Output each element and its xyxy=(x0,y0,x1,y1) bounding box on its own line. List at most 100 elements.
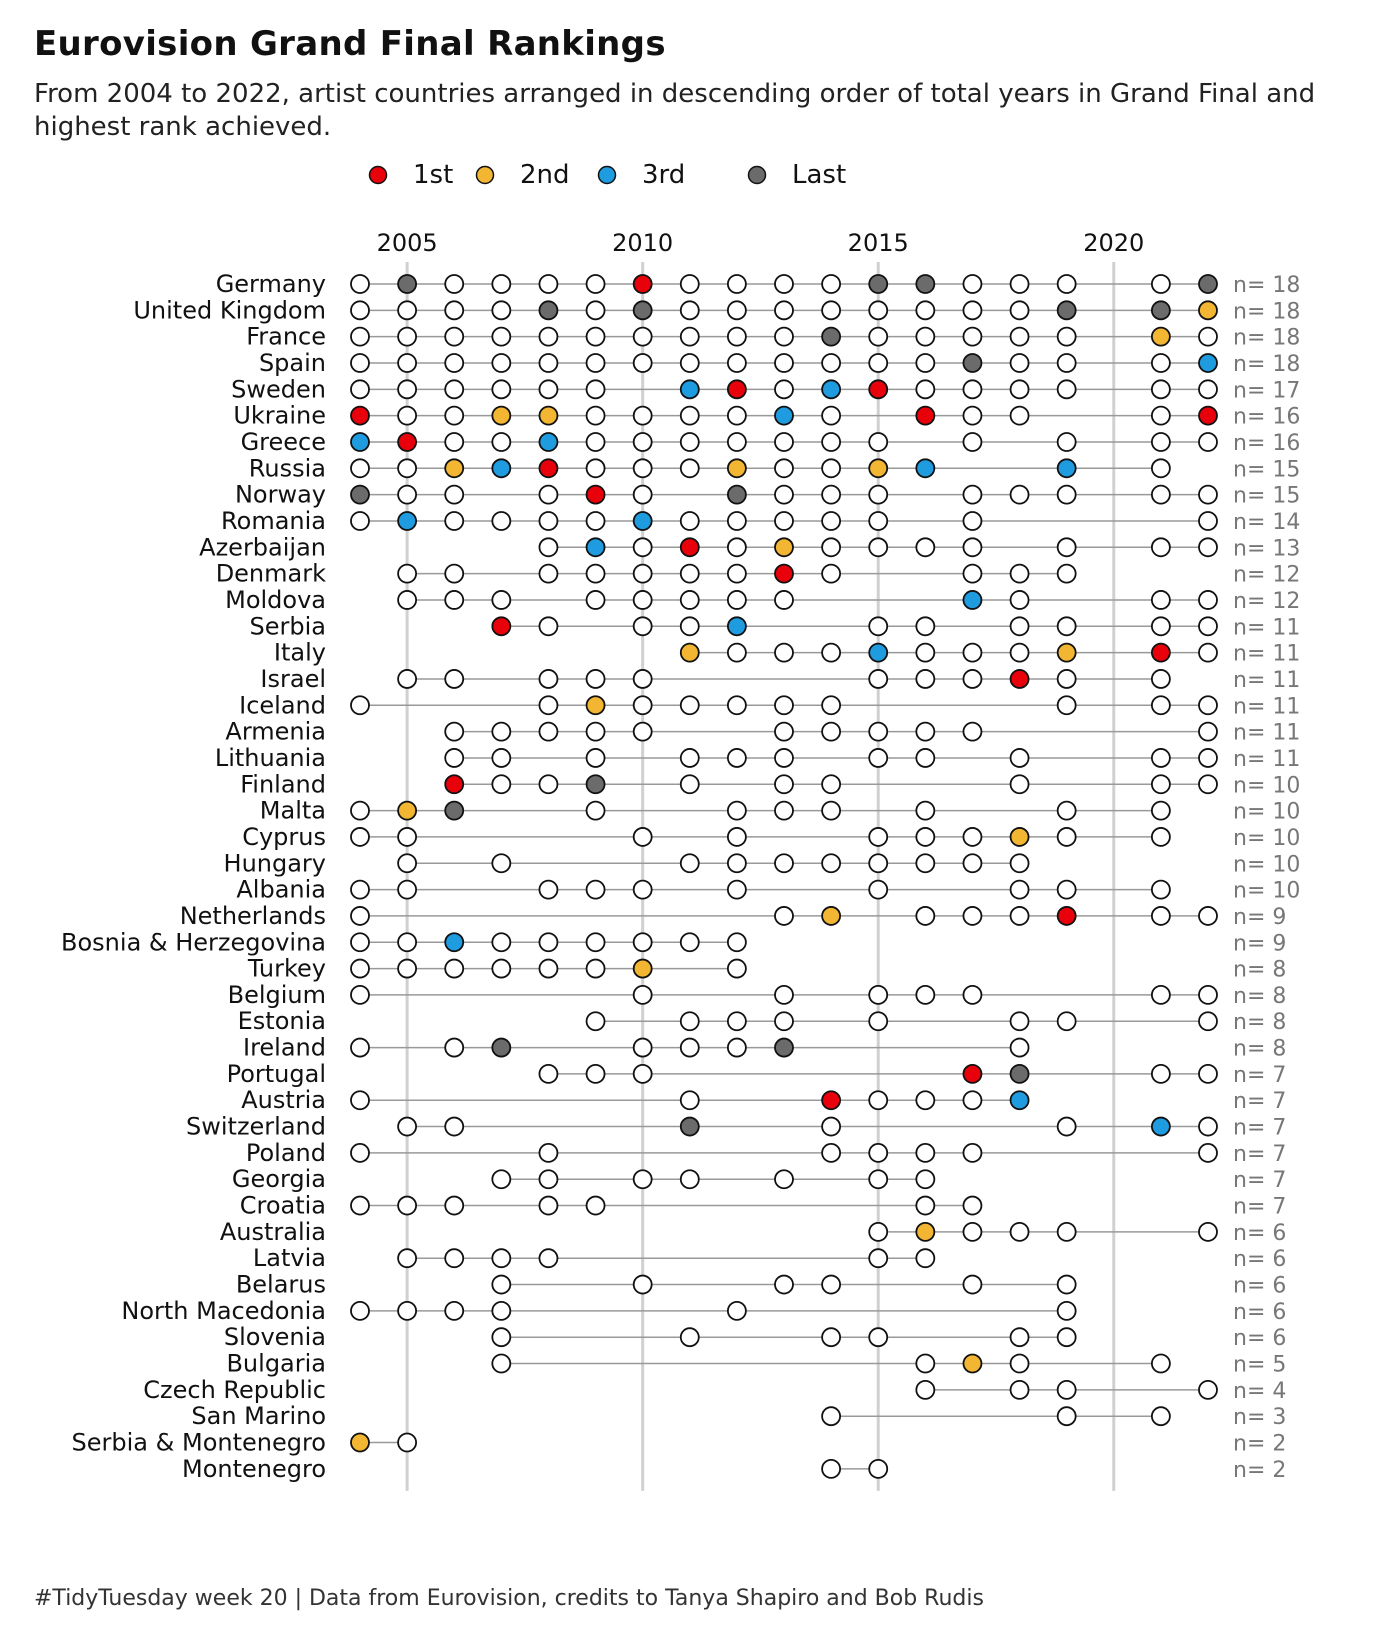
year-point xyxy=(1150,1064,1171,1084)
count-label: n= 4 xyxy=(1233,1379,1286,1404)
count-label: n= 6 xyxy=(1233,1326,1286,1351)
country-row: Cyprus n= 10 xyxy=(242,823,1300,851)
count-label: n= 12 xyxy=(1233,563,1300,588)
year-point xyxy=(962,326,983,347)
year-point xyxy=(1056,537,1077,558)
country-label: Hungary xyxy=(224,849,326,877)
year-point xyxy=(444,1300,465,1321)
country-label: Czech Republic xyxy=(143,1376,326,1404)
year-point xyxy=(1150,800,1171,821)
year-point xyxy=(915,326,936,347)
year-point xyxy=(632,326,653,347)
count-label: n= 7 xyxy=(1233,1142,1286,1167)
year-point xyxy=(491,379,512,400)
country-row: Montenegro n= 2 xyxy=(182,1455,1286,1483)
count-label: n= 10 xyxy=(1233,852,1300,877)
year-point xyxy=(444,484,465,505)
x-axis-ticks: 2005 2010 2015 2020 xyxy=(377,229,1145,257)
year-point xyxy=(868,669,889,689)
year-point xyxy=(679,932,700,953)
year-point xyxy=(1009,748,1030,768)
year-point xyxy=(1056,642,1077,663)
country-label: Croatia xyxy=(240,1192,326,1220)
year-point xyxy=(726,827,747,847)
legend-label: 1st xyxy=(413,160,453,190)
year-point xyxy=(350,1142,370,1163)
count-label: n= 6 xyxy=(1233,1221,1286,1246)
year-point xyxy=(868,353,889,373)
year-point xyxy=(726,432,747,452)
year-point xyxy=(1150,695,1171,716)
country-row: Iceland n= 11 xyxy=(239,691,1300,719)
year-point xyxy=(444,458,465,479)
year-point xyxy=(585,669,606,689)
year-point xyxy=(444,590,465,610)
year-point xyxy=(538,1248,559,1269)
year-point xyxy=(821,1458,842,1479)
year-point xyxy=(491,1327,512,1348)
year-point xyxy=(397,853,418,874)
year-point xyxy=(350,1300,370,1321)
year-point xyxy=(1198,432,1218,452)
country-row: Australia n= 6 xyxy=(220,1218,1287,1246)
country-row: Denmark n= 12 xyxy=(216,560,1301,588)
country-label: Russia xyxy=(249,454,326,482)
x-tick-label: 2015 xyxy=(848,229,909,257)
year-point xyxy=(726,274,747,294)
year-point xyxy=(1009,1011,1030,1032)
count-label: n= 16 xyxy=(1233,405,1300,430)
country-label: Spain xyxy=(259,349,326,377)
year-point xyxy=(1056,484,1077,505)
year-point xyxy=(1150,879,1171,900)
year-point xyxy=(444,1248,465,1269)
year-point xyxy=(962,537,983,558)
year-point xyxy=(821,1327,842,1348)
country-label: Bosnia & Herzegovina xyxy=(61,928,326,956)
year-point xyxy=(350,405,370,426)
count-label: n= 6 xyxy=(1233,1300,1286,1325)
year-point xyxy=(444,432,465,452)
year-point xyxy=(962,827,983,847)
year-point xyxy=(585,800,606,821)
year-point xyxy=(774,511,794,531)
country-row: Moldova n= 12 xyxy=(225,586,1300,614)
legend-swatch xyxy=(368,165,388,185)
country-rows: Germany n= 18 United Kingdom n= 18 France n= … xyxy=(61,270,1300,1483)
chart-title: Eurovision Grand Final Rankings xyxy=(34,24,666,64)
year-point xyxy=(491,405,512,426)
year-point xyxy=(491,721,512,742)
year-point xyxy=(962,1142,983,1163)
year-point xyxy=(491,853,512,874)
year-point xyxy=(491,1169,512,1190)
year-point xyxy=(1198,274,1218,294)
country-row: Israel n= 11 xyxy=(260,665,1300,693)
year-point xyxy=(491,300,512,321)
year-point xyxy=(1056,563,1077,584)
year-point xyxy=(632,563,653,584)
year-point xyxy=(726,748,747,768)
country-label: Ukraine xyxy=(233,402,326,430)
year-point xyxy=(774,405,794,426)
year-point xyxy=(538,379,559,400)
year-point xyxy=(350,484,370,505)
count-label: n= 7 xyxy=(1233,1063,1286,1088)
year-point xyxy=(491,774,512,795)
legend-swatch xyxy=(747,165,767,185)
year-point xyxy=(585,326,606,347)
year-point xyxy=(397,590,418,610)
year-point xyxy=(1056,616,1077,637)
year-point xyxy=(350,695,370,716)
count-label: n= 3 xyxy=(1233,1405,1286,1430)
year-point xyxy=(1150,616,1171,637)
country-label: Romania xyxy=(221,507,326,535)
year-point xyxy=(1056,1379,1077,1400)
country-row: Serbia & Montenegro n= 2 xyxy=(72,1429,1287,1457)
year-point xyxy=(491,1353,512,1374)
year-point xyxy=(915,353,936,373)
year-point xyxy=(632,274,653,294)
country-row: Poland n= 7 xyxy=(246,1139,1287,1167)
count-label: n= 18 xyxy=(1233,352,1300,377)
country-row: Ukraine n= 16 xyxy=(233,402,1300,430)
year-point xyxy=(774,379,794,400)
year-point xyxy=(1198,353,1218,373)
